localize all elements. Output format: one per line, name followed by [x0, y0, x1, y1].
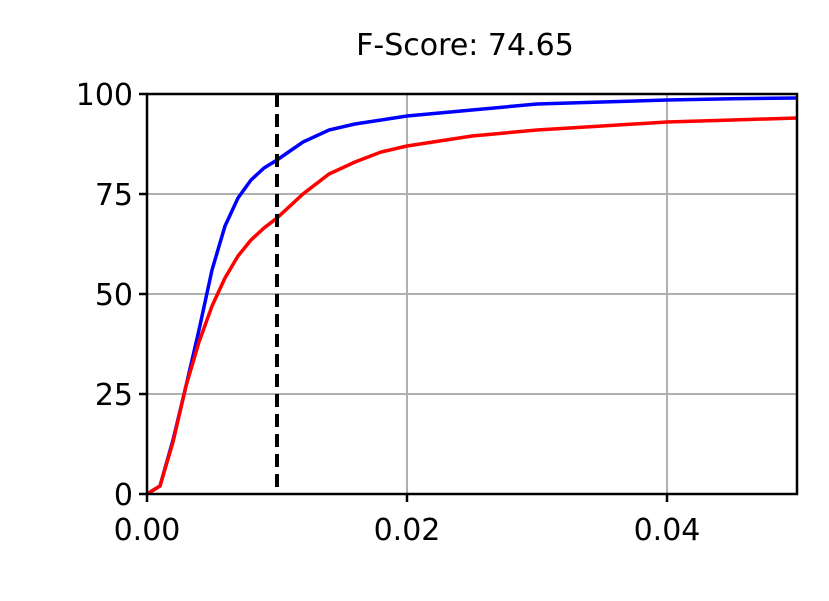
x-tick-label: 0.04 [634, 513, 701, 548]
series-line [146, 96, 798, 496]
chart-title: F-Score: 74.65 [356, 28, 574, 63]
y-tick-label: 75 [95, 178, 133, 213]
y-tick-label: 25 [95, 378, 133, 413]
y-tick-label: 0 [114, 478, 133, 513]
x-tick-label: 0.02 [374, 513, 441, 548]
y-tick-label: 100 [76, 78, 133, 113]
plot-frame [145, 92, 799, 496]
y-tick-label: 50 [95, 278, 133, 313]
x-tick-label: 0.00 [114, 513, 181, 548]
series-line [146, 116, 798, 496]
